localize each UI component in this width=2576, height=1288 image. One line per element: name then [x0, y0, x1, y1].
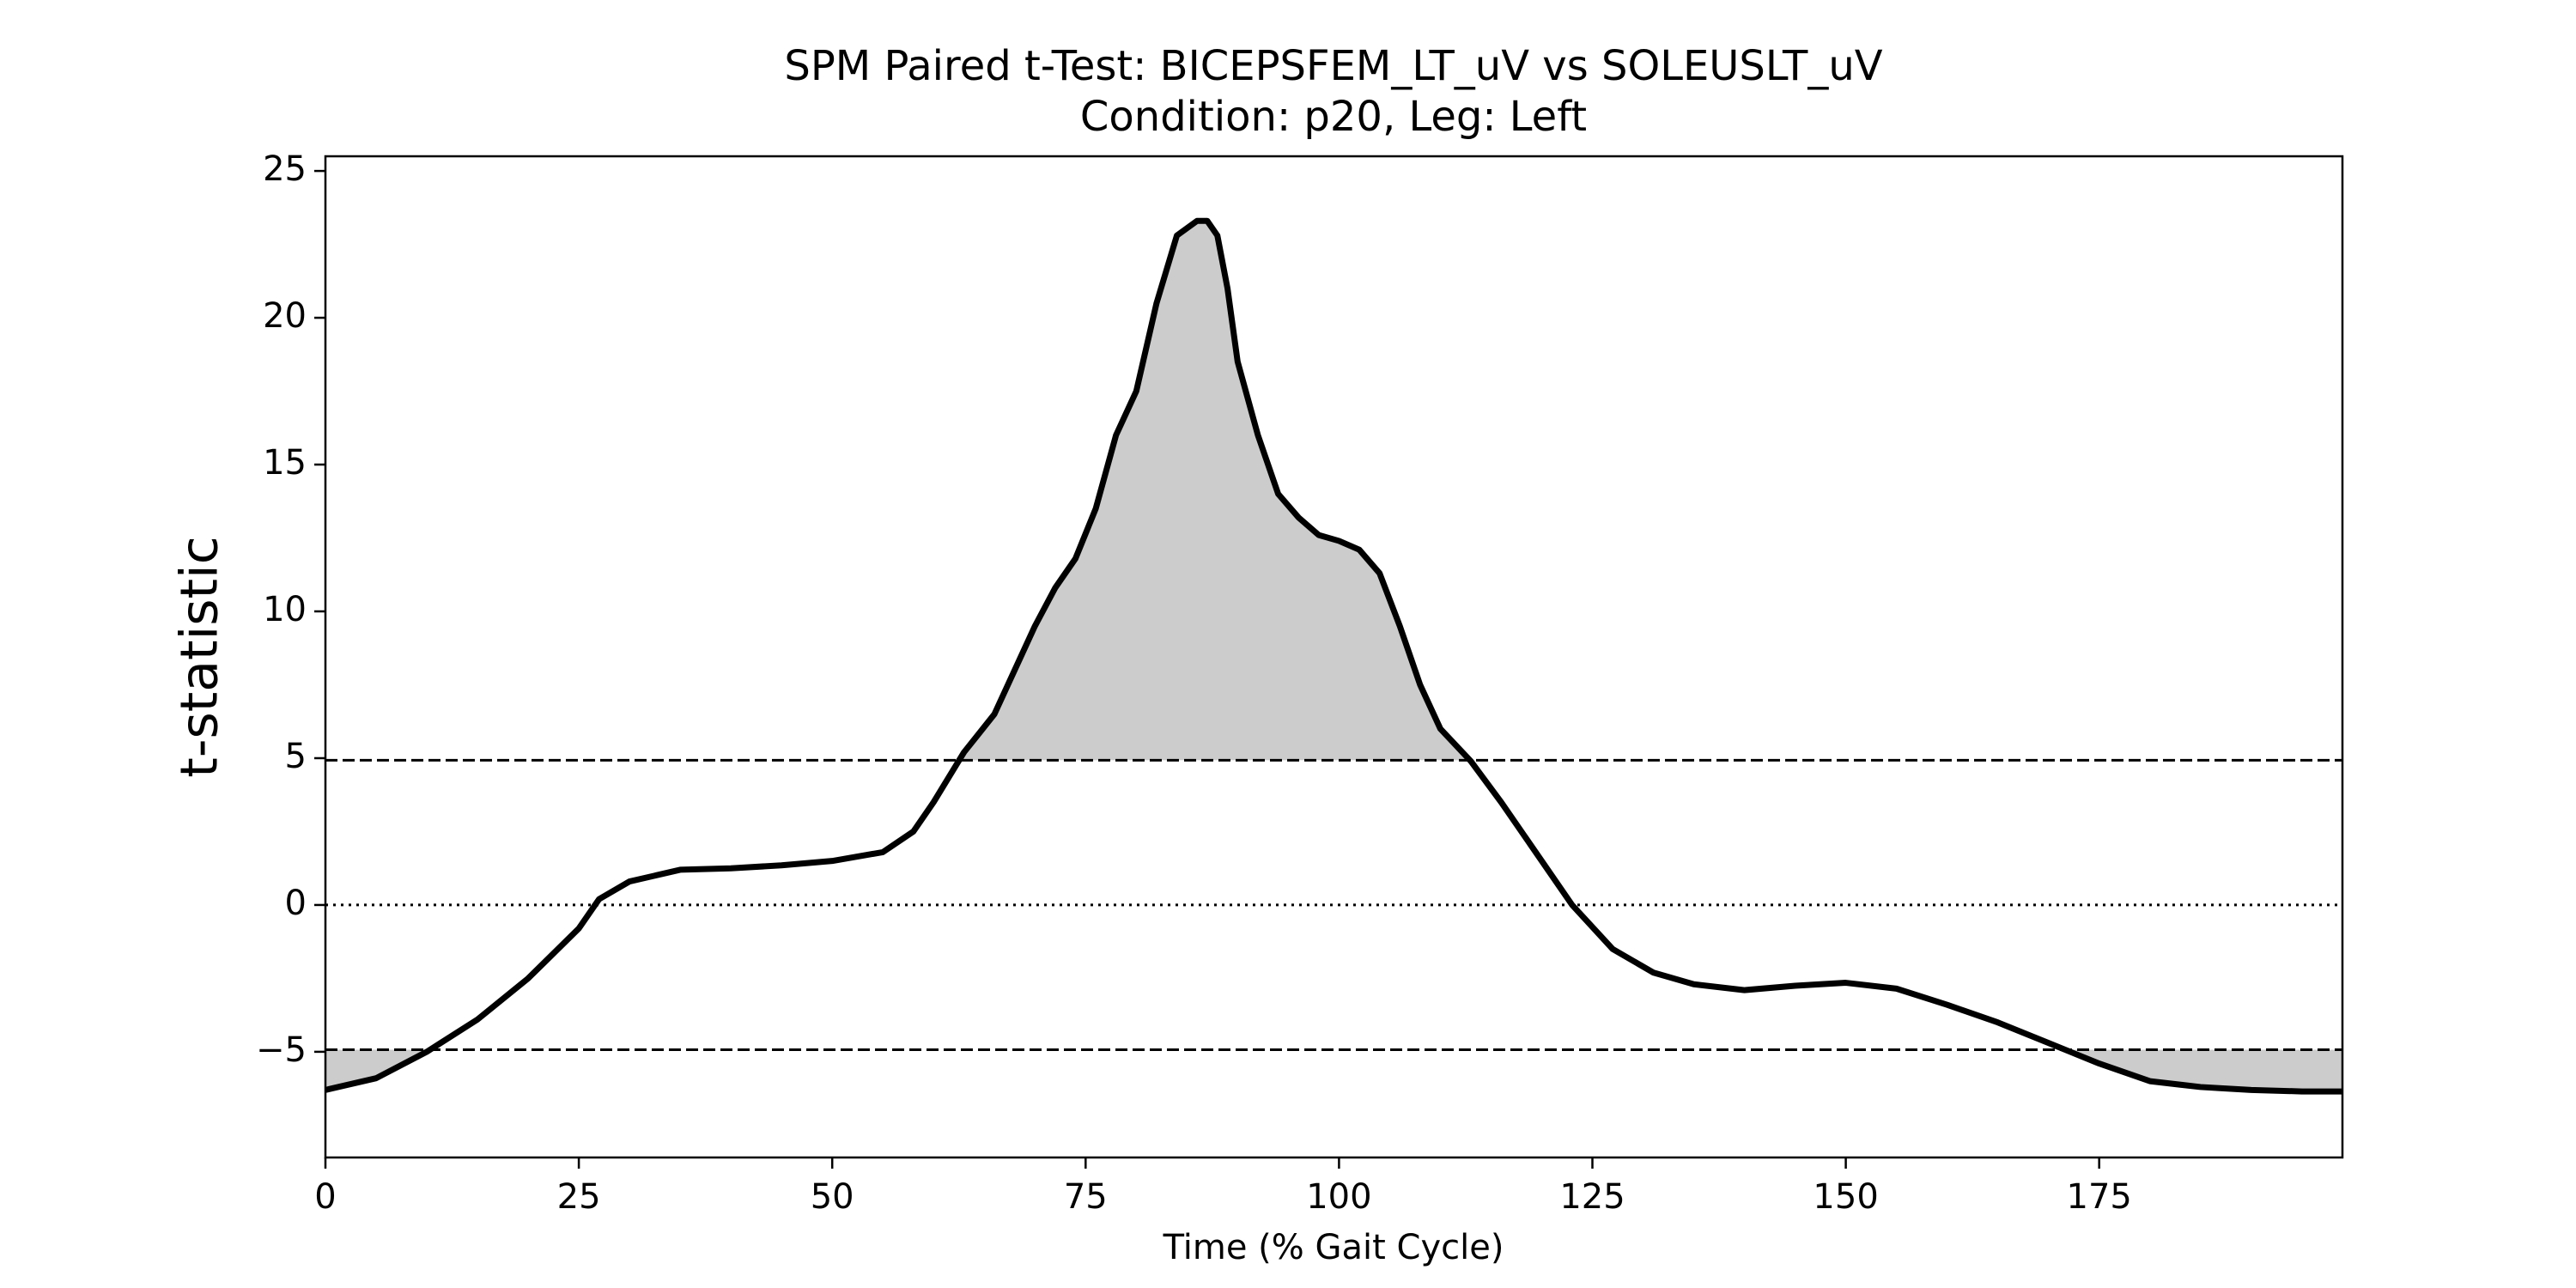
y-tick-label: 5	[285, 737, 307, 776]
chart-title: SPM Paired t-Test: BICEPSFEM_LT_uV vs SO…	[784, 42, 1882, 90]
y-tick-label: 20	[263, 296, 307, 336]
x-tick-label: 175	[2067, 1177, 2132, 1217]
plot-frame	[324, 155, 2344, 1159]
y-axis-label: t-statistic	[170, 536, 230, 777]
y-tick-label: 0	[285, 884, 307, 923]
suprathreshold-area	[325, 221, 2342, 761]
x-tick-label: 25	[557, 1177, 601, 1217]
y-tick-label: −5	[256, 1030, 307, 1070]
x-tick-label: 100	[1306, 1177, 1371, 1217]
x-tick-label: 125	[1559, 1177, 1625, 1217]
suprathreshold-area	[325, 1049, 2342, 1092]
line	[325, 217, 2342, 1095]
y-tick-label: 25	[263, 149, 307, 189]
x-tick-label: 150	[1813, 1177, 1878, 1217]
chart-subtitle: Condition: p20, Leg: Left	[1080, 93, 1587, 141]
x-tick-label: 50	[811, 1177, 854, 1217]
x-tick-label: 75	[1064, 1177, 1108, 1217]
x-axis-label: Time (% Gait Cycle)	[1163, 1228, 1504, 1267]
y-tick-label: 10	[263, 590, 307, 629]
y-tick-label: 15	[263, 443, 307, 483]
x-tick-label: 0	[314, 1177, 336, 1217]
